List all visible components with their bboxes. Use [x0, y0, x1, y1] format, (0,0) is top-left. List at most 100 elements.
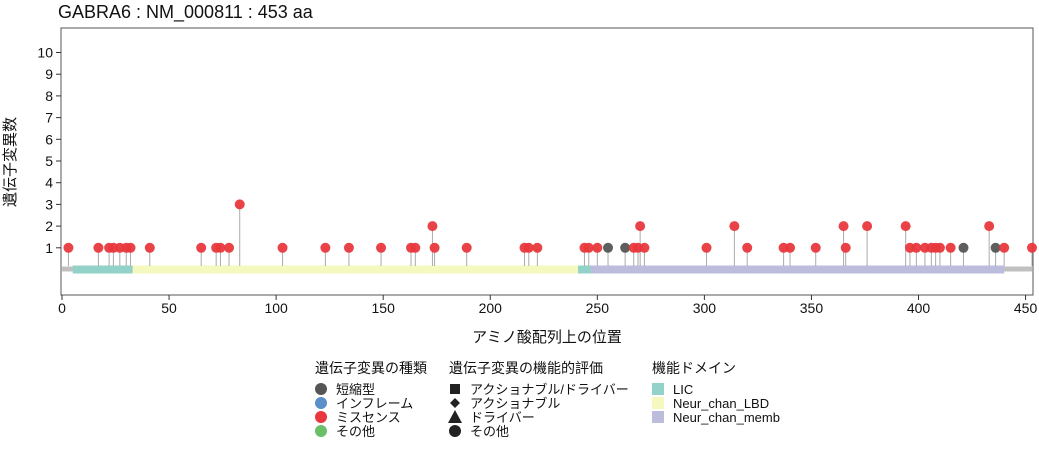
circle-icon — [449, 425, 461, 437]
square-icon — [450, 384, 460, 394]
mutation-marker-missense — [429, 242, 440, 253]
legend-item-label: アクショナブル/ドライバー — [470, 382, 629, 397]
mutation-marker-missense — [592, 242, 603, 253]
y-tick-label: 3 — [45, 196, 53, 212]
legend-swatch-icon — [652, 411, 664, 423]
domain-lic — [578, 265, 591, 274]
y-tick-label: 2 — [45, 218, 53, 234]
mutation-marker-missense — [984, 221, 995, 232]
mutation-marker-missense — [999, 242, 1010, 253]
mutation-marker-missense — [461, 242, 472, 253]
mutation-marker-missense — [583, 242, 594, 253]
y-tick-label: 6 — [45, 131, 53, 147]
legend-swatch-icon — [652, 383, 664, 395]
mutation-marker-missense — [639, 242, 650, 253]
y-tick-label: 8 — [45, 88, 53, 104]
mutation-marker-missense — [729, 221, 740, 232]
mutation-marker-truncating — [958, 242, 969, 253]
y-tick-label: 7 — [45, 110, 53, 126]
legend-circle-icon — [315, 397, 327, 409]
y-tick-label: 1 — [45, 240, 53, 256]
y-axis: 1 2 3 4 5 6 7 8 9 10 — [37, 45, 61, 256]
mutation-marker-missense — [320, 242, 331, 253]
legend-item-label: Neur_chan_LBD — [673, 396, 769, 411]
x-tick-label: 350 — [800, 300, 824, 316]
legend-swatch-icon — [652, 397, 664, 409]
mutation-marker-missense — [862, 221, 873, 232]
mutation-marker-missense — [376, 242, 387, 253]
y-tick-label: 5 — [45, 153, 53, 169]
legend-title-functional: 遺伝子変異の機能的評価 — [449, 360, 603, 376]
domain-lic — [72, 265, 133, 274]
chart-title: GABRA6 : NM_000811 : 453 aa — [58, 2, 314, 23]
legend-circle-icon — [315, 383, 327, 395]
legend-title-mutation-type: 遺伝子変異の種類 — [315, 360, 427, 376]
x-tick-label: 300 — [693, 300, 717, 316]
mutation-marker-missense — [840, 242, 851, 253]
x-tick-label: 450 — [1014, 300, 1038, 316]
legend-item-label: その他 — [336, 424, 375, 439]
mutation-marker-missense — [410, 242, 421, 253]
legend-item-label: インフレーム — [336, 396, 413, 411]
x-tick-label: 100 — [264, 300, 288, 316]
protein-track — [62, 265, 1032, 274]
x-axis-label: アミノ酸配列上の位置 — [472, 329, 622, 346]
plot-frame — [60, 27, 1034, 296]
mutation-marker-missense — [945, 242, 956, 253]
x-tick-label: 50 — [161, 300, 177, 316]
domain-neur-chan-memb — [590, 265, 1005, 274]
y-tick-label: 10 — [37, 45, 53, 61]
lollipop-stems — [67, 204, 1033, 266]
x-axis: 0 50 100 150 200 250 300 350 400 450 — [58, 295, 1037, 316]
mutation-marker-missense — [215, 242, 226, 253]
x-tick-label: 250 — [586, 300, 610, 316]
mutation-marker-missense — [934, 242, 945, 253]
mutation-marker-missense — [93, 242, 104, 253]
mutation-marker-missense — [785, 242, 796, 253]
y-tick-label: 4 — [45, 175, 53, 191]
legend-title-domain: 機能ドメイン — [652, 360, 736, 376]
mutation-marker-truncating — [603, 242, 614, 253]
x-tick-label: 200 — [479, 300, 503, 316]
mutation-marker-missense — [234, 199, 245, 210]
mutation-marker-truncating — [990, 242, 1001, 253]
legend-item-label: LIC — [673, 382, 693, 397]
x-tick-label: 150 — [372, 300, 396, 316]
legend-item-label: アクショナブル — [470, 396, 560, 411]
mutation-marker-missense — [838, 221, 849, 232]
mutation-marker-missense — [224, 242, 235, 253]
mutation-marker-missense — [523, 242, 534, 253]
mutation-marker-missense — [701, 242, 712, 253]
mutation-marker-missense — [343, 242, 354, 253]
legend-item-label: Neur_chan_memb — [673, 410, 780, 425]
legend-circle-icon — [315, 411, 327, 423]
legend-circle-icon — [315, 425, 327, 437]
mutation-marker-missense — [532, 242, 543, 253]
y-tick-label: 9 — [45, 66, 53, 82]
triangle-icon — [448, 410, 462, 423]
mutation-marker-missense — [810, 242, 821, 253]
mutation-marker-missense — [742, 242, 753, 253]
mutation-marker-missense — [911, 242, 922, 253]
y-axis-label: 遺伝子変異数 — [2, 117, 19, 207]
mutation-marker-missense — [1027, 242, 1037, 253]
x-tick-label: 400 — [907, 300, 931, 316]
mutation-marker-missense — [635, 221, 646, 232]
legend-item-label: その他 — [470, 424, 509, 439]
lollipop-heads — [63, 199, 1037, 253]
mutation-marker-missense — [144, 242, 155, 253]
x-tick-label: 0 — [58, 300, 66, 316]
mutation-marker-missense — [63, 242, 74, 253]
mutation-marker-missense — [900, 221, 911, 232]
diamond-icon — [450, 398, 460, 408]
legend-item-label: ミスセンス — [336, 410, 401, 425]
mutation-marker-missense — [277, 242, 288, 253]
mutation-marker-missense — [125, 242, 136, 253]
mutation-marker-missense — [196, 242, 207, 253]
mutation-marker-missense — [427, 221, 438, 232]
legend-item-label: 短縮型 — [336, 382, 375, 397]
domain-neur-chan-lbd — [132, 265, 579, 274]
legend-item-label: ドライバー — [470, 410, 535, 425]
